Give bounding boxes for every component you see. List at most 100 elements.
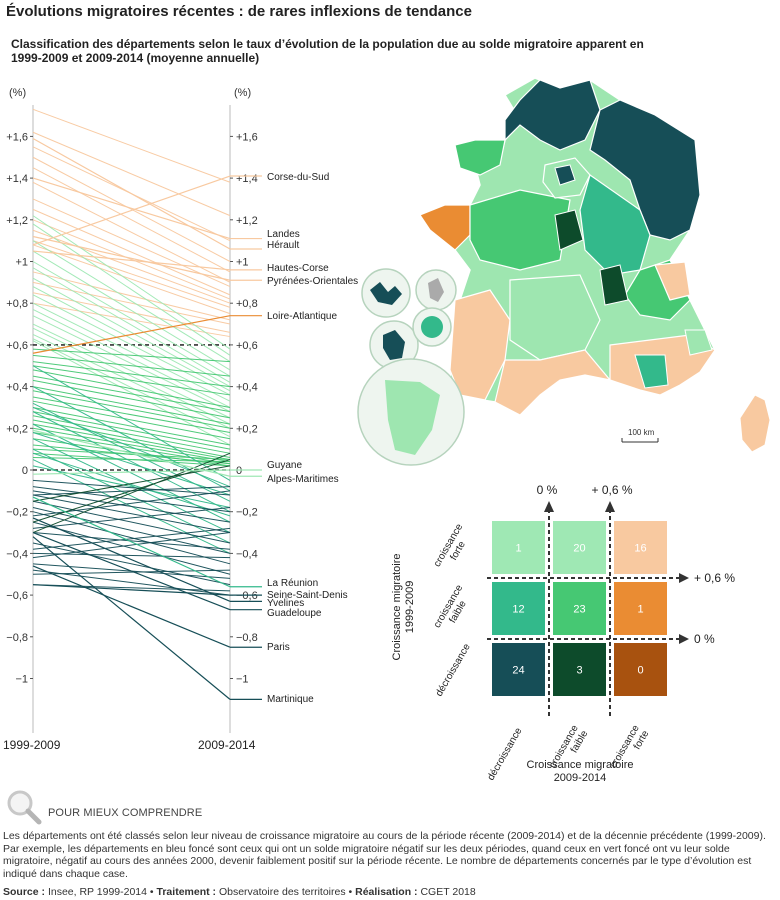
slope-line [32, 406, 231, 488]
labeled-slope-line [32, 469, 231, 475]
labeled-slope-line [32, 565, 231, 648]
map-region-alpes-teal [634, 354, 669, 389]
arrow-up-icon [544, 501, 554, 512]
right-tick-label: +0,2 [236, 423, 258, 435]
matrix-cell [614, 521, 667, 574]
unit-label-left: (%) [9, 87, 26, 99]
slope-line [32, 348, 231, 363]
slope-line [32, 521, 231, 575]
slope-line [32, 552, 231, 559]
slope-line [32, 261, 231, 377]
slope-line [32, 431, 231, 496]
map-region-idf-dark [554, 164, 576, 186]
slope-line [32, 542, 231, 586]
slope-line [32, 131, 231, 217]
map-region-northeast [589, 99, 701, 241]
right-tick-label: +1,6 [236, 131, 258, 143]
slope-line [32, 181, 231, 283]
map-region-center [469, 189, 571, 271]
slope-line [32, 511, 231, 565]
slope-line [32, 365, 231, 396]
section-title: POUR MIEUX COMPRENDRE [48, 807, 203, 819]
labeled-slope-line [32, 177, 231, 240]
threshold-label-06: + 0,6 % [591, 483, 632, 497]
slope-line [32, 156, 231, 262]
right-tick-label: −1 [236, 674, 249, 686]
left-tick-label: +0,6 [6, 340, 28, 352]
slope-line [32, 465, 231, 509]
guadeloupe-shape [370, 282, 402, 305]
right-tick-label: +0,4 [236, 382, 258, 394]
left-tick-label: −0,6 [6, 590, 28, 602]
matrix-cell [553, 521, 606, 574]
slope-line [32, 369, 231, 408]
treatment-label: Traitement : [156, 886, 217, 898]
france-map: 100 km [357, 77, 771, 466]
arrow-right-icon [679, 634, 689, 644]
map-region-cher [554, 209, 584, 251]
matrix-cell [492, 521, 545, 574]
left-tick-label: +0,4 [6, 382, 28, 394]
left-tick-label: +1,6 [6, 131, 28, 143]
matrix-cell [553, 643, 606, 696]
slope-line [32, 569, 231, 596]
realisation-value: CGET 2018 [420, 886, 476, 898]
slope-line [32, 465, 231, 502]
slope-line [32, 507, 231, 529]
arrow-right-icon [679, 573, 689, 583]
y-axis-title: Croissance migratoire 1999-2009 [391, 554, 416, 661]
guyane-shape [385, 380, 440, 455]
slope-line [32, 250, 231, 371]
mainland-france [418, 77, 716, 416]
right-tick-label: +0,8 [236, 298, 258, 310]
department-label: Pyrénées-Orientales [267, 276, 358, 287]
slope-line [32, 400, 231, 440]
slope-line [32, 375, 231, 413]
labeled-slope-line [32, 175, 231, 246]
overseas-insets [357, 268, 465, 466]
left-tick-label: +1,4 [6, 173, 28, 185]
slope-line [32, 448, 231, 461]
slope-line [32, 411, 231, 450]
right-tick-label: −0,6 [236, 590, 258, 602]
matrix-cell [492, 643, 545, 696]
slope-line [32, 267, 231, 383]
slope-line [32, 240, 231, 308]
labeled-slope-line [32, 315, 231, 354]
labeled-slope-line [32, 429, 231, 477]
period-label-left: 1999-2009 [3, 738, 61, 752]
col-label: décroissance [486, 726, 525, 783]
department-label: Corse-du-Sud [267, 172, 329, 183]
left-tick-label: 0 [22, 465, 28, 477]
department-label: Martinique [267, 694, 314, 705]
row-label-line: décroissance [434, 642, 473, 699]
chart-subtitle: Classification des départements selon le… [11, 37, 644, 65]
slope-line [32, 386, 231, 425]
matrix-cell-count: 16 [634, 543, 646, 555]
slope-line [32, 361, 231, 388]
slope-line [32, 390, 231, 429]
department-label: Hérault [267, 240, 299, 251]
slope-line [32, 229, 231, 304]
matrix-cell-count: 12 [512, 604, 524, 616]
arrow-up-icon [605, 501, 615, 512]
slope-line [32, 334, 231, 429]
slope-line [32, 323, 231, 419]
treatment-value: Observatoire des territoires [218, 886, 346, 898]
department-label: La Réunion [267, 578, 318, 589]
slope-line [32, 452, 231, 517]
slope-line [32, 302, 231, 402]
period-label-right: 2009-2014 [198, 738, 256, 752]
map-region-alpes-green [684, 329, 713, 356]
slope-line [32, 584, 231, 592]
map-region-south [494, 349, 612, 416]
matrix-cell-count: 20 [573, 543, 585, 555]
labeled-slope-line [32, 536, 231, 700]
row-label: décroissance [434, 642, 473, 699]
slope-line [32, 240, 231, 363]
slope-line [32, 415, 231, 454]
slope-line [32, 494, 231, 534]
x-axis-title-line2: 2009-2014 [554, 772, 607, 784]
martinique-shape [383, 330, 405, 360]
